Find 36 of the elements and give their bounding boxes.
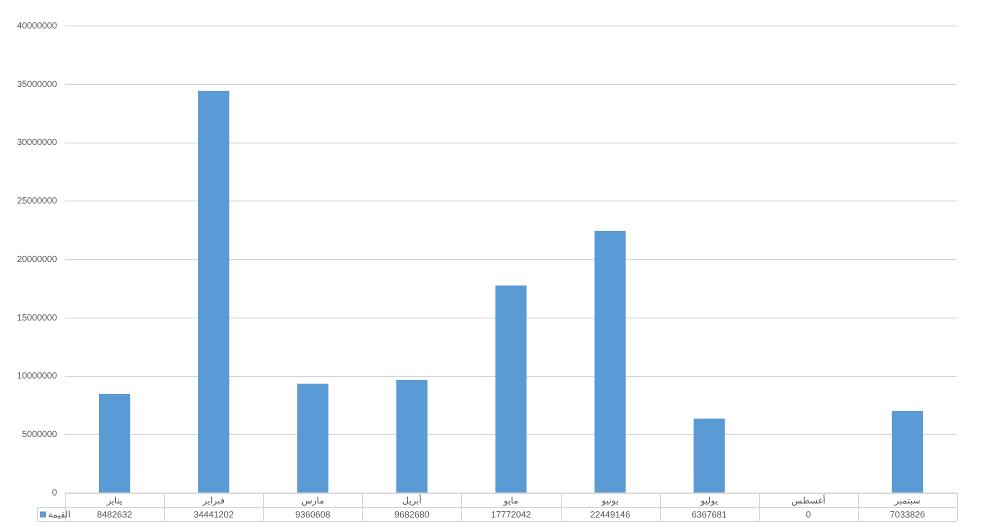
data-label: 9682680 [394, 509, 430, 520]
y-tick-label: 0 [52, 487, 57, 498]
y-tick-label: 20000000 [16, 254, 57, 264]
bar [396, 380, 428, 492]
data-label: 8482632 [97, 509, 132, 520]
bar [198, 90, 230, 492]
x-tick-label: أغسطس [791, 494, 826, 506]
y-tick-label: 35000000 [16, 78, 57, 89]
x-tick-label: يونيو [600, 496, 620, 506]
data-label: 6367681 [692, 509, 727, 520]
bar [892, 410, 924, 492]
data-label: 22449146 [590, 509, 630, 520]
bar [694, 418, 725, 492]
data-label: 17772042 [490, 509, 532, 520]
x-tick-label: مارس [301, 496, 324, 506]
data-label: 9360608 [295, 509, 330, 520]
bar [297, 384, 328, 492]
bar [495, 286, 527, 492]
data-label: 34441202 [194, 509, 234, 520]
data-label: 0 [806, 509, 811, 520]
x-tick-label: يوليو [700, 496, 718, 506]
x-tick-label: سبتمبر [894, 496, 920, 506]
y-tick-label: 10000000 [16, 370, 57, 381]
x-tick-label: أبريل [402, 494, 422, 506]
legend-label: القيمة [48, 510, 71, 520]
y-tick-label: 25000000 [16, 196, 57, 206]
x-tick-label: فبراير [202, 496, 225, 506]
bar [98, 394, 130, 492]
y-tick-label: 30000000 [16, 137, 57, 148]
y-tick-label: 5000000 [22, 429, 57, 440]
bar [594, 230, 626, 492]
x-tick-label: مايو [502, 496, 519, 506]
x-tick-label: يناير [106, 496, 123, 506]
y-tick-label: 40000000 [16, 20, 57, 30]
data-label: 7033826 [890, 509, 925, 520]
y-tick-label: 15000000 [16, 312, 57, 322]
